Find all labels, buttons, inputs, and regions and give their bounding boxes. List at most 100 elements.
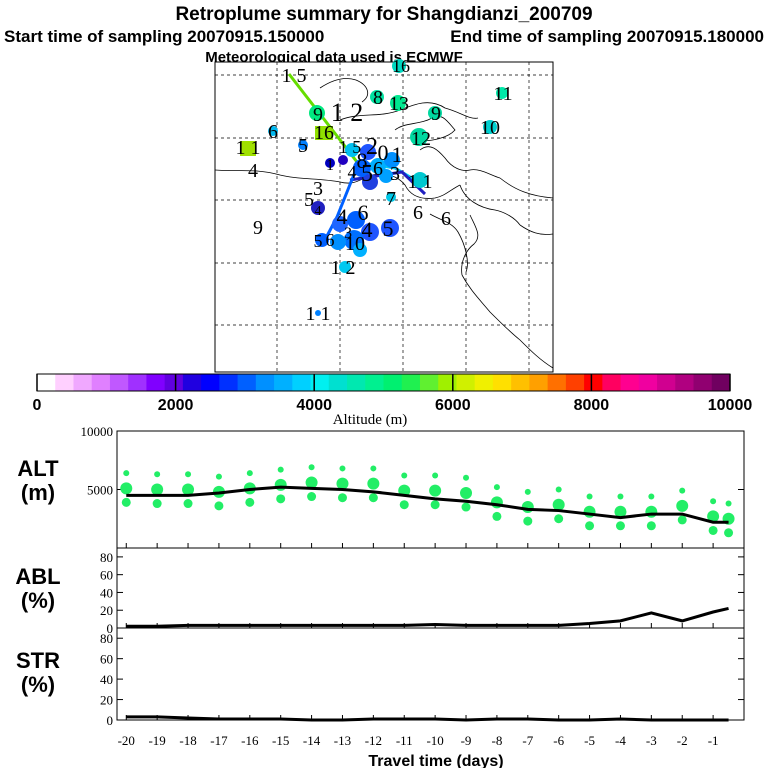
cluster-marker xyxy=(332,216,348,232)
colorbar-swatch xyxy=(565,374,585,391)
cluster-marker xyxy=(315,233,329,247)
cluster-label: 11 xyxy=(493,83,512,105)
y-axis-label: (%) xyxy=(21,588,55,613)
cluster-label: 1 5 xyxy=(339,137,362,157)
x-tick-label: -6 xyxy=(553,733,564,748)
colorbar-swatch xyxy=(456,374,476,391)
x-tick-label: -14 xyxy=(303,733,321,748)
cluster-label: 12 xyxy=(411,128,431,150)
colorbar-swatch xyxy=(438,374,457,391)
altitude-dot xyxy=(367,477,380,490)
colorbar-swatch xyxy=(164,374,184,391)
altitude-dot xyxy=(492,511,502,521)
altitude-dot xyxy=(401,472,408,479)
cluster-marker xyxy=(345,143,359,157)
cluster-label: 16 xyxy=(314,122,334,144)
altitude-dot xyxy=(430,500,440,510)
altitude-dot xyxy=(154,471,161,478)
colorbar-swatch xyxy=(109,374,129,391)
colorbar-swatch xyxy=(620,374,640,391)
colorbar-swatch xyxy=(547,374,567,391)
cluster-marker xyxy=(386,192,396,202)
altitude-dot xyxy=(677,515,687,525)
colorbar-swatch xyxy=(146,374,166,391)
x-tick-label: -13 xyxy=(334,733,351,748)
altitude-colorbar: 0 2000 4000 6000 8000 10000 xyxy=(33,373,753,414)
cluster-marker xyxy=(298,140,308,150)
cluster-markers xyxy=(240,59,508,316)
cluster-label: 8 xyxy=(357,148,368,173)
end-time-label: End time of sampling 20070915.180000 xyxy=(450,27,764,46)
cluster-label: 10 xyxy=(345,233,365,255)
cluster-label: 1 1 xyxy=(306,303,331,325)
x-tick-label: -17 xyxy=(210,733,228,748)
altitude-dot xyxy=(432,472,439,479)
colorbar-tick-label: 0 xyxy=(33,397,42,414)
y-tick-label: 10000 xyxy=(81,424,114,439)
altitude-dot xyxy=(461,502,471,512)
altitude-dot xyxy=(429,484,442,497)
colorbar-swatch xyxy=(711,374,731,391)
mean-altitude-line xyxy=(126,485,729,524)
y-tick-label: 60 xyxy=(100,568,113,583)
colorbar-swatch xyxy=(37,374,56,391)
y-tick-label: 0 xyxy=(107,713,114,728)
cluster-marker xyxy=(309,105,325,121)
cluster-label: 7 xyxy=(386,188,396,210)
y-tick-label: 20 xyxy=(100,693,113,708)
altitude-dot xyxy=(152,499,162,509)
cluster-marker xyxy=(325,158,335,168)
y-axis-label: (m) xyxy=(21,480,55,505)
cluster-label: 1 xyxy=(392,142,403,167)
cluster-label: 6 xyxy=(358,200,369,225)
altitude-dot xyxy=(245,497,255,507)
figure-title: Retroplume summary for Shangdianzi_20070… xyxy=(175,4,592,25)
cluster-marker xyxy=(412,172,428,188)
altitude-dot xyxy=(676,499,689,512)
cluster-label: 1 xyxy=(326,157,334,174)
x-tick-label: -18 xyxy=(179,733,196,748)
cluster-label: 1 1 xyxy=(408,171,433,193)
cluster-marker xyxy=(428,106,442,120)
y-tick-label: 0 xyxy=(107,621,114,636)
cluster-marker xyxy=(384,152,400,168)
colorbar-swatch xyxy=(602,374,622,391)
altitude-dot xyxy=(521,501,534,514)
altitude-dot xyxy=(523,516,533,526)
cluster-marker xyxy=(240,141,256,156)
map-panel: 1 5 16 11 8 13 9 10 9 1 2 12 6 16 5 1 1 … xyxy=(214,56,554,373)
altitude-dot xyxy=(615,521,625,531)
cluster-marker xyxy=(381,219,399,237)
altitude-dot xyxy=(368,493,378,503)
y-axis-label: STR xyxy=(16,648,60,673)
abl-line xyxy=(126,606,729,628)
altitude-dot xyxy=(120,482,133,495)
altitude-dot xyxy=(710,498,717,505)
cluster-label: 4 xyxy=(315,204,322,219)
cluster-marker xyxy=(410,128,428,146)
x-tick-label: -12 xyxy=(365,733,382,748)
colorbar-swatch xyxy=(529,374,549,391)
colorbar-swatch xyxy=(91,374,111,391)
y-tick-label: 80 xyxy=(100,550,113,565)
altitude-dot xyxy=(460,487,473,500)
altitude-dot xyxy=(246,470,253,477)
map-frame xyxy=(214,61,554,373)
colorbar-swatch xyxy=(638,374,658,391)
colorbar-tick-label: 4000 xyxy=(296,397,332,414)
altitude-dot xyxy=(555,486,562,493)
y-tick-label: 20 xyxy=(100,603,113,618)
altitude-dot xyxy=(614,505,627,518)
colorbar-swatch xyxy=(347,374,366,391)
cluster-label: 3 xyxy=(313,178,323,200)
colorbar-swatch xyxy=(237,374,257,391)
colorbar-tick-label: 10000 xyxy=(708,397,753,414)
cluster-label: 9 xyxy=(253,217,263,239)
x-axis-title: Travel time (days) xyxy=(368,753,503,768)
colorbar-swatch xyxy=(401,374,421,391)
cluster-label: 6 xyxy=(326,230,335,250)
altitude-dot xyxy=(215,473,222,480)
altitude-dot xyxy=(648,493,655,500)
cluster-label: 9 xyxy=(431,103,441,125)
